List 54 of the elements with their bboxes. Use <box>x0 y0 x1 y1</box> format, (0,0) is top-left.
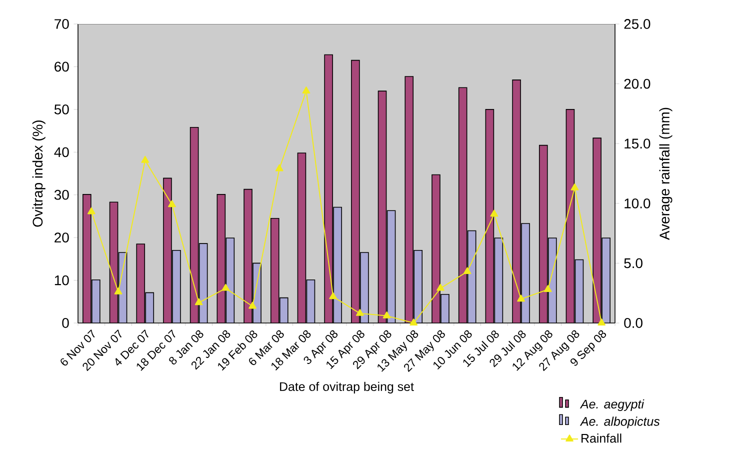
point <box>302 86 310 94</box>
point <box>275 164 284 172</box>
y-tick-label: 0 <box>62 318 69 328</box>
point <box>490 210 498 217</box>
bar <box>378 91 386 323</box>
point <box>168 200 176 208</box>
bar <box>199 244 208 323</box>
legend-label: Ae. aegypti <box>580 399 644 411</box>
point <box>356 308 364 316</box>
point <box>544 285 552 292</box>
bar <box>217 194 226 323</box>
bar <box>306 280 315 323</box>
y2-tick-label: 5.0 <box>624 258 642 268</box>
y2-axis-title: Average rainfall (mm) <box>659 108 672 240</box>
bar <box>566 109 574 323</box>
point <box>194 298 203 306</box>
point <box>436 284 444 291</box>
bar <box>494 238 503 323</box>
point <box>114 287 122 294</box>
point <box>517 294 525 302</box>
point <box>329 292 338 300</box>
y-tick-label: 10 <box>54 275 69 286</box>
y-axis-title: Ovitrap index (%) <box>32 120 46 227</box>
y2-tick-label: 0.0 <box>624 318 642 328</box>
bar <box>458 88 467 323</box>
point <box>222 284 230 291</box>
bar <box>486 109 494 323</box>
point <box>463 267 472 274</box>
legend-label: Rainfall <box>582 434 622 443</box>
y-tick-label: 60 <box>54 62 69 72</box>
point <box>410 318 418 326</box>
y-tick-label: 30 <box>54 190 69 200</box>
bar <box>110 202 118 323</box>
y2-tick-label: 10.0 <box>624 198 650 208</box>
bar <box>190 127 198 323</box>
y2-tick-label: 20.0 <box>624 78 650 89</box>
point <box>382 311 391 318</box>
y-tick-label: 40 <box>54 147 69 158</box>
point <box>248 302 256 309</box>
y-tick-label: 70 <box>54 19 69 29</box>
bar <box>575 260 584 323</box>
y-tick-label: 20 <box>54 232 69 243</box>
bar <box>298 152 306 323</box>
legend-label: Ae. albopictus <box>580 416 660 428</box>
point <box>570 183 579 190</box>
point <box>87 207 96 214</box>
point <box>141 156 150 163</box>
y-tick-label: 50 <box>54 104 69 114</box>
bar <box>226 238 234 323</box>
y2-tick-label: 15.0 <box>624 138 650 149</box>
y2-tick-label: 25.0 <box>624 19 650 29</box>
bar <box>387 210 396 323</box>
x-axis-title: Date of ovitrap being set <box>280 382 414 394</box>
point <box>598 318 606 326</box>
